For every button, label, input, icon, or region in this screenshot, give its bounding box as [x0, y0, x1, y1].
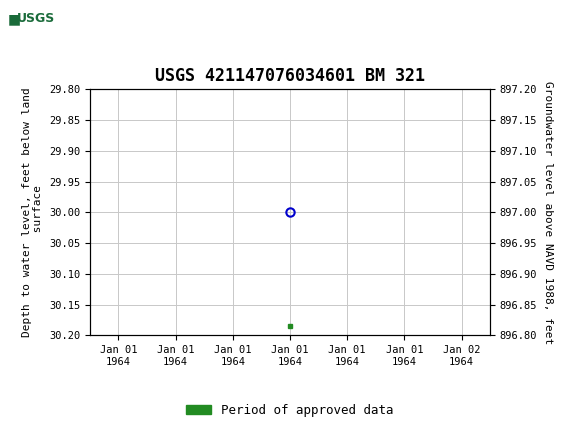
Text: USGS: USGS [17, 12, 55, 25]
Title: USGS 421147076034601 BM 321: USGS 421147076034601 BM 321 [155, 67, 425, 85]
Legend: Period of approved data: Period of approved data [181, 399, 399, 421]
Y-axis label: Groundwater level above NAVD 1988, feet: Groundwater level above NAVD 1988, feet [543, 81, 553, 344]
FancyBboxPatch shape [3, 3, 67, 35]
Text: ■: ■ [8, 12, 21, 26]
Y-axis label: Depth to water level, feet below land
 surface: Depth to water level, feet below land su… [22, 88, 44, 337]
